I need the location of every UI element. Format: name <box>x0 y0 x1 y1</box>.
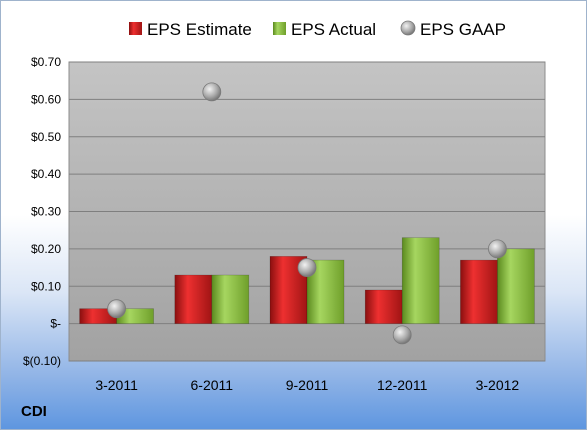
y-tick-label: $(0.10) <box>23 354 61 368</box>
marker-eps-gaap <box>297 258 317 277</box>
y-axis-ticks: $(0.10) $- $0.10 $0.20 $0.30 $0.40 $0.50 $0.60 $… <box>23 55 61 368</box>
legend-label-actual: EPS Actual <box>291 20 376 39</box>
bar-eps-estimate <box>460 259 498 324</box>
ticker-label: CDI <box>21 403 47 420</box>
legend-swatch-estimate <box>129 22 142 35</box>
bar-eps-actual <box>497 248 535 324</box>
x-tick-label: 6-2011 <box>191 377 234 393</box>
y-tick-label: $0.10 <box>31 279 61 293</box>
y-tick-label: $- <box>50 317 61 331</box>
x-tick-label: 9-2011 <box>286 377 329 393</box>
x-axis-labels: 3-2011 6-2011 9-2011 12-2011 3-2012 <box>95 377 519 393</box>
bars <box>79 237 535 324</box>
legend-swatch-actual <box>273 22 286 35</box>
y-tick-label: $0.60 <box>31 92 61 106</box>
x-tick-label: 12-2011 <box>377 377 428 393</box>
marker-eps-gaap <box>392 325 412 345</box>
bar-eps-actual <box>401 237 440 324</box>
legend-label-gaap: EPS GAAP <box>420 20 506 39</box>
marker-eps-gaap <box>202 82 222 102</box>
bar-eps-estimate <box>174 274 213 324</box>
legend-swatch-gaap <box>400 20 416 36</box>
gaap-markers <box>107 82 507 345</box>
y-tick-label: $0.50 <box>31 130 61 144</box>
y-tick-label: $0.70 <box>31 55 61 69</box>
bar-eps-actual <box>211 274 250 324</box>
y-tick-label: $0.20 <box>31 242 61 256</box>
y-tick-label: $0.30 <box>31 205 61 219</box>
legend-label-estimate: EPS Estimate <box>147 20 252 39</box>
marker-eps-gaap <box>107 299 126 319</box>
y-tick-label: $0.40 <box>31 167 61 181</box>
x-tick-label: 3-2011 <box>95 377 138 393</box>
x-tick-label: 3-2012 <box>476 377 520 393</box>
legend: EPS Estimate EPS Actual EPS GAAP <box>129 20 506 39</box>
marker-eps-gaap <box>487 239 507 259</box>
bar-eps-estimate <box>364 289 403 324</box>
